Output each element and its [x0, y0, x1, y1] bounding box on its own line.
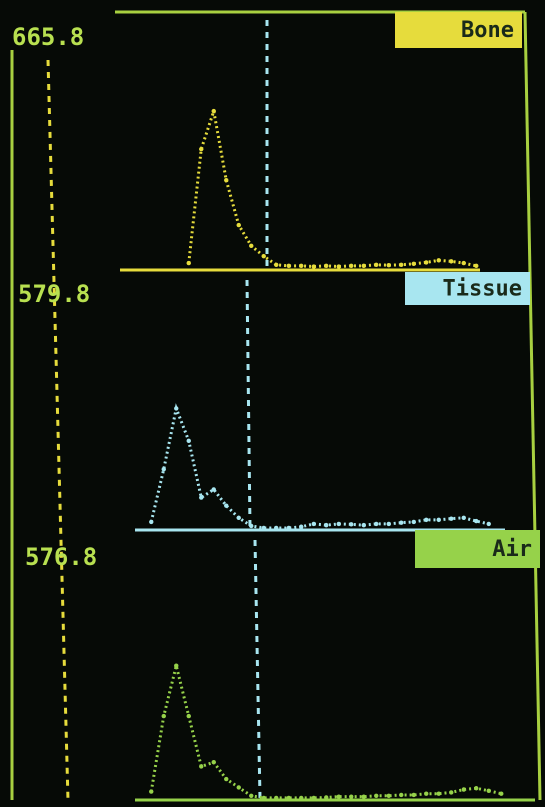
panel-title: Tissue: [443, 277, 522, 302]
histogram-point: [186, 438, 191, 444]
histogram-point: [311, 521, 316, 527]
title-box: [415, 530, 540, 568]
histogram-point: [211, 487, 216, 492]
histogram-point: [161, 467, 166, 472]
histogram-point: [474, 518, 479, 524]
histogram-point: [399, 262, 404, 268]
histogram-point: [411, 261, 416, 266]
histogram-point: [249, 523, 254, 529]
histogram-point: [424, 260, 429, 265]
histogram-point: [324, 522, 329, 528]
histogram-point: [161, 713, 166, 719]
histogram-point: [299, 263, 304, 269]
histogram-point: [174, 406, 179, 411]
histogram-point: [399, 520, 404, 525]
histogram-point: [211, 760, 216, 765]
title-box: [395, 12, 522, 48]
histogram-point: [436, 517, 441, 523]
histogram-point: [461, 787, 466, 792]
histogram-point: [261, 525, 266, 531]
histogram-point: [436, 258, 441, 263]
histogram-point: [274, 262, 279, 268]
histogram-point: [224, 177, 229, 183]
histogram-point: [474, 786, 479, 791]
histogram-point: [186, 713, 191, 719]
histogram-point: [349, 263, 354, 269]
histogram-point: [411, 519, 416, 525]
histogram-point: [199, 495, 204, 500]
histogram-point: [374, 521, 379, 527]
histogram-point: [149, 519, 154, 525]
histogram-point: [349, 794, 354, 799]
histogram-point: [324, 795, 329, 800]
histogram-point: [361, 522, 366, 528]
histogram-point: [361, 794, 366, 799]
histogram-point: [449, 259, 454, 264]
y-max-label: 579.8: [18, 280, 90, 308]
histogram-point: [374, 262, 379, 268]
histogram-point: [449, 790, 454, 795]
histogram-point: [486, 521, 491, 527]
histogram-point: [474, 263, 479, 269]
histogram-point: [286, 525, 291, 531]
histogram-point: [311, 795, 316, 801]
histogram-point: [411, 792, 416, 798]
histogram-point: [249, 793, 254, 799]
histogram-point: [286, 263, 291, 269]
histogram-point: [336, 521, 341, 527]
histogram-point: [299, 795, 304, 801]
histogram-point: [386, 262, 391, 268]
histogram-point: [199, 146, 204, 152]
histogram-point: [224, 776, 229, 782]
histogram-point: [374, 793, 379, 799]
histogram-point: [224, 503, 229, 508]
histogram-point: [261, 795, 266, 801]
marker-high: [245, 279, 252, 529]
histogram-point: [174, 663, 179, 668]
histogram-point: [149, 789, 154, 794]
panel-title: Air: [492, 537, 532, 562]
histogram-point: [424, 791, 429, 796]
histogram-point: [274, 795, 279, 801]
histogram-point: [386, 521, 391, 527]
histogram-point: [249, 243, 254, 249]
histogram-point: [399, 792, 404, 798]
title-box: [405, 272, 530, 305]
marker-low: [46, 59, 70, 801]
histogram-point: [336, 794, 341, 799]
y-max-label: 576.8: [25, 543, 97, 571]
histogram-point: [486, 788, 491, 793]
histogram-point: [299, 524, 304, 529]
histogram-point: [349, 522, 354, 527]
histogram-point: [261, 253, 266, 259]
histogram-point: [324, 263, 329, 269]
histogram-point: [211, 108, 216, 114]
histogram-point: [461, 260, 466, 266]
histogram-point: [449, 516, 454, 521]
y-max-label: 665.8: [12, 23, 84, 51]
histogram-point: [236, 515, 241, 521]
histogram-point: [311, 264, 316, 269]
histogram-point: [186, 260, 191, 266]
histogram-point: [236, 785, 241, 790]
histogram-point: [361, 263, 366, 269]
histogram-point: [199, 764, 204, 769]
histogram-point: [499, 791, 504, 796]
histogram-point: [386, 793, 391, 799]
frame-right: [523, 11, 542, 801]
histogram-point: [436, 791, 441, 796]
histogram-point: [274, 525, 279, 531]
histogram-point: [336, 264, 341, 269]
histogram-point: [461, 515, 466, 521]
histogram-point: [424, 517, 429, 523]
histogram-point: [286, 795, 291, 801]
panel-title: Bone: [461, 18, 514, 43]
histogram-line: [149, 403, 490, 530]
histogram-point: [236, 222, 241, 228]
